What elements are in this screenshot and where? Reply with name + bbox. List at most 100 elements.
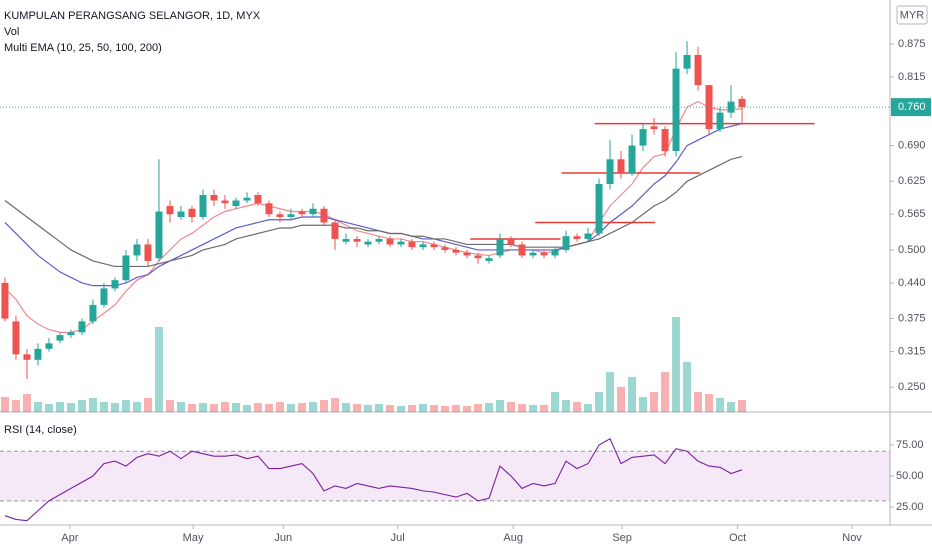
volume-bar (595, 392, 604, 412)
candle-body (276, 214, 284, 217)
volume-bar (683, 362, 692, 412)
candle-body (298, 211, 306, 215)
volume-bar (198, 403, 207, 412)
volume-bar (738, 400, 747, 412)
candle-body (408, 241, 416, 248)
plot: 0.875 0.815 0.760 0.690 0.625 0.565 0.500 0.440… (0, 38, 931, 544)
candle-body (375, 238, 383, 242)
volume-bar (518, 404, 527, 412)
y-tick-label: 0.815 (898, 71, 926, 83)
volume-bar (716, 398, 725, 412)
candle-body (694, 54, 702, 86)
candle-body (254, 195, 262, 204)
volume-bar (650, 392, 659, 412)
y-tick-label: 0.625 (898, 175, 926, 187)
rsi-legend: RSI (14, close) (4, 424, 77, 436)
rsi-band (0, 451, 890, 501)
volume-bar (308, 402, 317, 412)
rsi-tick-label: 75.00 (896, 439, 924, 451)
candle-body (133, 244, 141, 256)
volume-bar (132, 402, 141, 412)
volume-bar (242, 405, 251, 412)
volume-bar (330, 398, 339, 412)
candle-body (661, 129, 669, 152)
candle-body (166, 206, 174, 215)
volume-bar (187, 404, 196, 412)
volume-bar (154, 327, 163, 412)
x-tick-label: May (183, 532, 204, 544)
candle-body (100, 288, 108, 305)
candle-body (56, 335, 64, 341)
volume-bar (341, 403, 350, 412)
candle-body (34, 348, 42, 360)
rsi-line (4, 438, 743, 522)
volume-bar (694, 392, 703, 412)
x-tick-label: Sep (612, 532, 632, 544)
y-tick-label: 0.440 (898, 277, 926, 289)
candle-body (364, 241, 372, 245)
y-tick-label: 0.375 (898, 313, 926, 325)
x-tick-label: Jun (274, 532, 292, 544)
volume-bar (44, 404, 53, 412)
volume-bar (0, 397, 9, 412)
volume-bar (77, 400, 86, 412)
candle-body (89, 304, 97, 322)
volume-bar (253, 403, 262, 412)
x-tick-label: Aug (503, 532, 523, 544)
candle-body (683, 54, 691, 69)
candle-body (507, 238, 515, 245)
ema-line (4, 100, 743, 333)
y-tick-label: 0.315 (898, 345, 926, 357)
candle-body (672, 68, 680, 152)
volume-bar (88, 398, 97, 412)
candle-body (177, 211, 185, 217)
volume-bar (617, 387, 626, 412)
candle-body (738, 98, 746, 108)
volume-bar (429, 405, 438, 412)
candle-body (496, 238, 504, 256)
volume-bar (220, 402, 229, 412)
volume-bar (396, 406, 405, 412)
candle-body (188, 208, 196, 217)
volume-bar (275, 402, 284, 412)
y-tick-label: 0.500 (898, 244, 926, 256)
candle-body (573, 236, 581, 239)
last-price-box (891, 98, 931, 117)
volume-bar (705, 394, 714, 412)
candle-body (199, 195, 207, 217)
candle-body (551, 249, 559, 256)
candle-body (353, 238, 361, 242)
candle-body (617, 159, 625, 174)
candle-body (606, 159, 614, 185)
volume-bar (22, 394, 31, 412)
volume-bar (529, 405, 538, 412)
volume-bar (264, 404, 273, 412)
candle-body (397, 241, 405, 245)
y-tick-label: 0.565 (898, 208, 926, 220)
candle-body (485, 258, 493, 261)
volume-bar (55, 402, 64, 412)
y-tick-label: 0.690 (898, 139, 926, 151)
candle-body (650, 126, 658, 130)
candle-body (122, 255, 130, 281)
candle-body (518, 244, 526, 256)
volume-bar (99, 402, 108, 412)
candle-body (441, 247, 449, 250)
candle-body (221, 200, 229, 204)
candle-body (12, 321, 20, 355)
candle-body (232, 200, 240, 206)
candle-body (540, 252, 548, 256)
last-price-label: 0.760 (898, 101, 926, 113)
x-tick-label: Oct (729, 532, 746, 544)
volume-bar (110, 403, 119, 412)
candle-body (309, 208, 317, 215)
candle-body (727, 101, 735, 113)
volume-bar (33, 402, 42, 412)
volume-bar (485, 403, 494, 412)
candle-body (584, 233, 592, 239)
x-tick-label: Jul (391, 532, 405, 544)
currency-box[interactable] (896, 5, 928, 25)
candle-body (386, 238, 394, 245)
